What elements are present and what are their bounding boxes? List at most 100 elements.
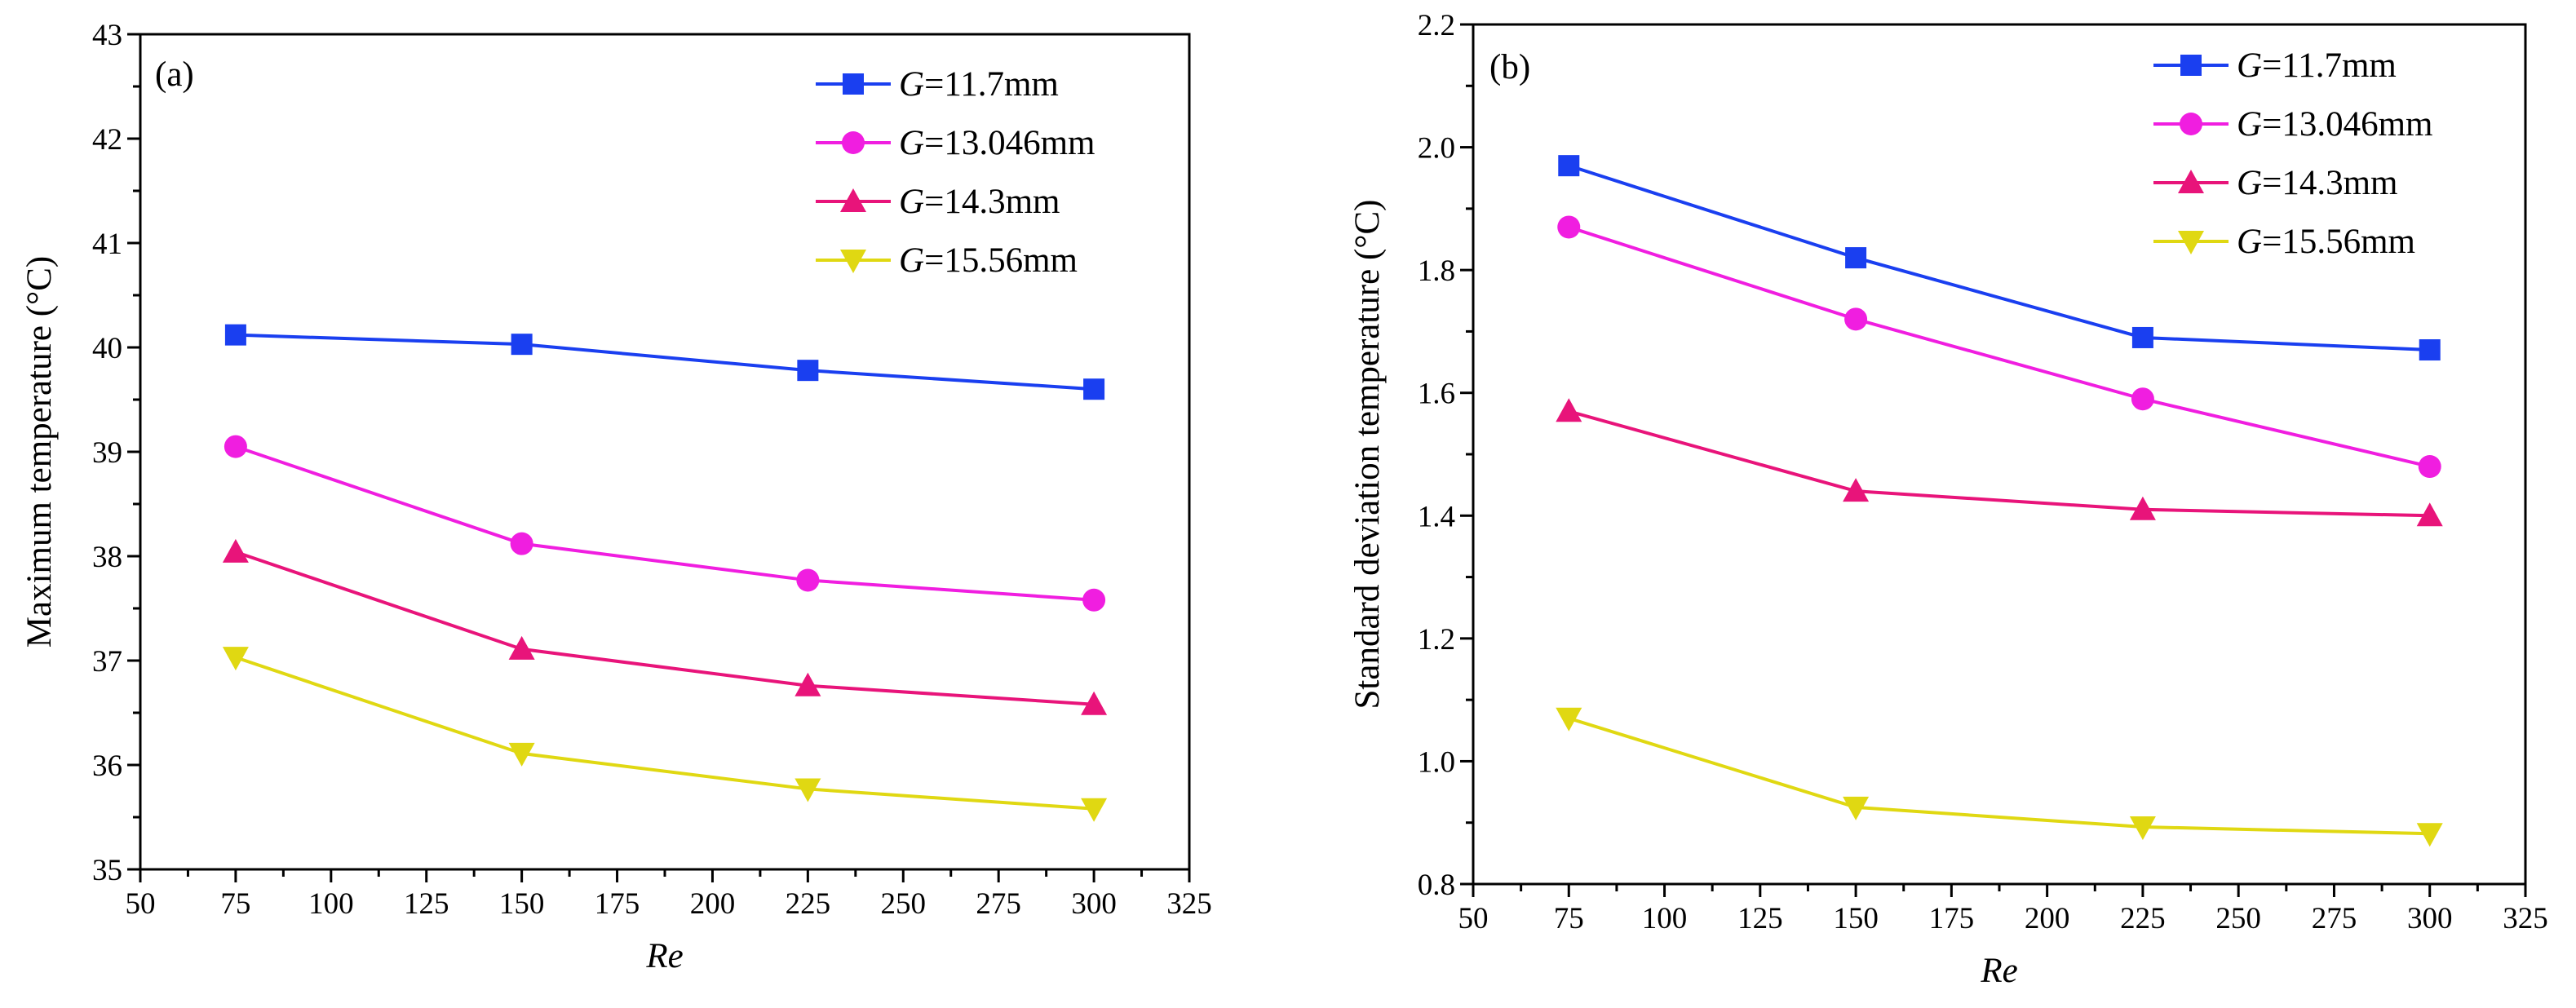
data-point [2129,816,2156,840]
series-line [235,656,1095,811]
legend-marker [843,73,864,95]
series-3 [1556,398,2443,527]
x-tick-label: 150 [1833,902,1879,935]
x-axis-title: Re [645,937,683,975]
chart-panel-b: 50 75 100 125 150 175 200 225 250 275 300 325 0.8 1.0… [1348,9,2548,990]
x-tick-label: 250 [2215,902,2261,935]
data-point [2418,455,2441,479]
x-tick-label: 75 [1554,902,1584,935]
x-tick-label: 75 [220,887,250,921]
x-tick-label: 325 [2503,902,2548,935]
chart-panel-a: 50 75 100 125 150 175 200 225 250 275 300 325 35 36 37… [20,19,1212,975]
x-tick-label: 50 [1458,902,1489,935]
y-tick-label: 35 [92,854,122,887]
x-tick-label: 50 [126,887,156,921]
series-line [235,333,1095,391]
data-point [797,360,819,382]
data-point [1083,378,1105,400]
y-tick-label: 1.2 [1418,623,1455,657]
x-tick-label: 275 [2312,902,2357,935]
series-2 [1557,215,2441,479]
y-tick-label: 2.0 [1418,132,1455,166]
legend-label: G=15.56mm [2237,223,2415,261]
data-point [2419,339,2441,361]
x-tick-label: 100 [1642,902,1688,935]
data-point [511,334,533,356]
series-line [1568,164,2430,352]
legend-label: G=13.046mm [899,124,1095,162]
series-1 [224,324,1105,400]
data-point [1843,478,1870,502]
y-tick-label: 39 [92,436,122,470]
series-4 [222,647,1108,822]
data-point [222,647,249,671]
y-axis-title: Standard deviation temperature (°C) [1348,200,1387,710]
series-line [1568,409,2430,518]
data-point [794,672,821,696]
series-line [235,444,1095,602]
x-tick-label: 175 [595,887,640,921]
x-tick-label: 250 [881,887,927,921]
panel-label: (a) [155,55,194,94]
data-point [2131,387,2154,411]
legend-label: G=11.7mm [2237,46,2397,85]
data-point [508,635,535,660]
x-tick-label: 200 [2025,902,2070,935]
legend-label: G=13.046mm [2237,105,2432,144]
data-point [508,742,535,767]
data-point [1556,398,1582,422]
x-tick-label: 125 [1737,902,1783,935]
x-tick-label: 100 [308,887,354,921]
x-tick-label: 150 [499,887,545,921]
panel-label: (b) [1489,48,1530,86]
data-point [2416,823,2443,847]
data-point [2131,326,2153,348]
legend-marker [842,131,865,154]
series-4 [1556,707,2443,847]
y-tick-label: 2.2 [1418,9,1455,42]
x-tick-label: 225 [786,887,831,921]
x-tick-label: 175 [1929,902,1975,935]
data-point [794,778,821,802]
data-point [1843,796,1870,820]
legend-marker [840,250,866,273]
x-tick-label: 225 [2120,902,2166,935]
y-tick-label: 36 [92,749,122,783]
data-point [1081,798,1108,822]
data-point [224,435,247,458]
legend-marker [840,188,866,212]
series-3 [222,538,1108,715]
legend-label: G=15.56mm [899,241,1078,280]
x-tick-label: 300 [1071,887,1117,921]
legend-marker [2178,231,2204,254]
y-tick-label: 1.0 [1418,745,1455,779]
y-tick-label: 41 [92,228,122,261]
legend-label: G=11.7mm [899,65,1059,104]
y-tick-label: 40 [92,332,122,365]
legend-label: G=14.3mm [2237,164,2397,202]
data-point [2129,496,2156,520]
series-1 [1558,155,2441,361]
y-tick-label: 1.8 [1418,254,1455,288]
x-tick-label: 325 [1166,887,1212,921]
legend-marker [2180,113,2202,135]
y-tick-label: 37 [92,645,122,679]
data-point [1558,155,1580,177]
series-2 [224,435,1106,612]
legend-marker [2180,55,2202,76]
y-tick-label: 43 [92,19,122,52]
legend: G=11.7mm G=13.046mm G=14.3mm G=15.56mm [816,65,1095,280]
y-tick-label: 38 [92,541,122,574]
data-point [222,538,249,563]
y-tick-label: 0.8 [1418,869,1455,902]
data-point [796,568,820,592]
x-tick-label: 200 [690,887,736,921]
series-line [235,550,1095,706]
legend-marker [2178,170,2204,193]
x-tick-label: 125 [404,887,449,921]
y-tick-label: 1.4 [1418,500,1455,533]
data-point [510,532,533,555]
series-line [1568,225,2431,469]
data-point [1845,247,1867,269]
